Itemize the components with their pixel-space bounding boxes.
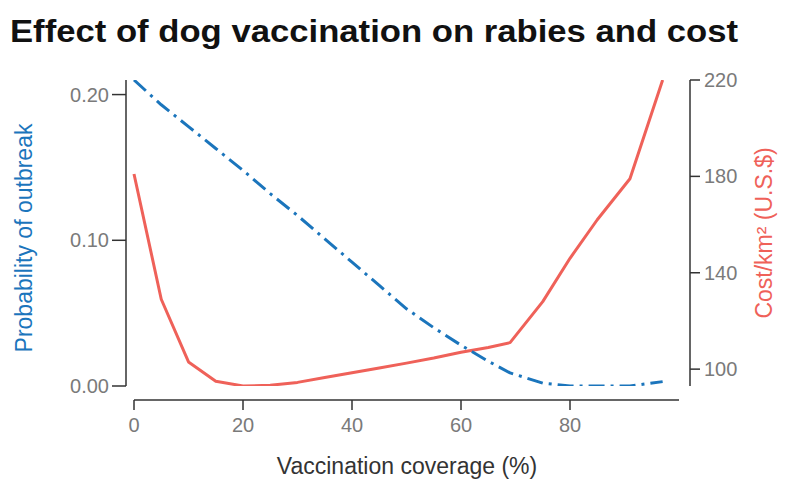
x-tick-label: 60 xyxy=(450,414,472,436)
y-tick-label: 0.00 xyxy=(70,375,109,397)
y2-tick-label: 180 xyxy=(704,165,737,187)
y2-tick-label: 140 xyxy=(704,262,737,284)
x-tick xyxy=(133,400,135,410)
y2-axis-line xyxy=(689,80,691,386)
x-tick xyxy=(242,400,244,410)
x-tick xyxy=(460,400,462,410)
y2-axis-label: Cost/km² (U.S.$) xyxy=(751,147,777,318)
series-line xyxy=(134,80,663,386)
y-axis-line xyxy=(125,80,127,386)
y2-tick xyxy=(690,79,700,81)
y2-tick xyxy=(690,368,700,370)
y2-tick xyxy=(690,272,700,274)
series-line xyxy=(134,80,663,386)
plot-area xyxy=(134,80,663,386)
y2-tick-label: 220 xyxy=(704,69,737,91)
x-tick-label: 40 xyxy=(341,414,363,436)
title: Effect of dog vaccination on rabies and … xyxy=(10,13,738,49)
x-tick xyxy=(569,400,571,410)
y-tick xyxy=(112,94,126,96)
y-axis-label: Probability of outbreak xyxy=(11,123,37,352)
x-axis-label: Vaccination coverage (%) xyxy=(277,453,537,479)
x-axis-line xyxy=(134,399,679,401)
chart: Effect of dog vaccination on rabies and … xyxy=(0,0,800,487)
y2-tick-label: 100 xyxy=(704,358,737,380)
x-tick xyxy=(351,400,353,410)
x-tick-label: 80 xyxy=(559,414,581,436)
y-tick-label: 0.10 xyxy=(70,229,109,251)
y-tick xyxy=(112,385,126,387)
y2-tick xyxy=(690,176,700,178)
x-tick-label: 20 xyxy=(232,414,254,436)
y-tick xyxy=(112,240,126,242)
x-tick-label: 0 xyxy=(128,414,139,436)
y-tick-label: 0.20 xyxy=(70,84,109,106)
